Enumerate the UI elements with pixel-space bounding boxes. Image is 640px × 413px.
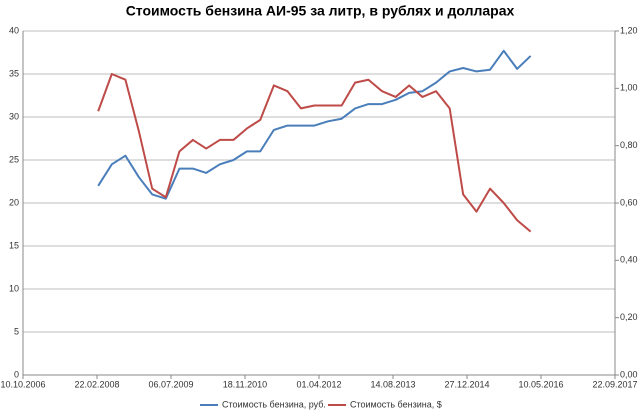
y2-tick-label: 0,60 bbox=[620, 197, 638, 207]
y2-tick-label: 0,20 bbox=[620, 312, 638, 322]
chart-title: Стоимость бензина АИ-95 за литр, в рубля… bbox=[126, 3, 515, 19]
y-tick-label: 40 bbox=[9, 25, 19, 35]
y2-tick-label: 1,00 bbox=[620, 83, 638, 93]
y-tick-label: 20 bbox=[9, 197, 19, 207]
y-tick-label: 25 bbox=[9, 154, 19, 164]
legend-label: Стоимость бензина, руб. bbox=[222, 399, 326, 409]
y-tick-label: 10 bbox=[9, 283, 19, 293]
y2-tick-label: 0,80 bbox=[620, 140, 638, 150]
x-tick-label: 22.02.2008 bbox=[74, 379, 119, 389]
data-line bbox=[97, 49, 532, 200]
x-tick-label: 10.05.2016 bbox=[518, 379, 563, 389]
y-tick-label: 0 bbox=[14, 369, 19, 379]
x-tick-label: 10.10.2006 bbox=[0, 379, 45, 389]
data-line bbox=[97, 73, 532, 233]
y2-tick-label: 0,00 bbox=[620, 369, 638, 379]
y-tick-label: 15 bbox=[9, 240, 19, 250]
x-tick-label: 27.12.2014 bbox=[444, 379, 489, 389]
y-tick-label: 5 bbox=[14, 326, 19, 336]
x-tick-label: 22.09.2017 bbox=[592, 379, 637, 389]
x-tick-label: 14.08.2013 bbox=[370, 379, 415, 389]
y2-tick-label: 1,20 bbox=[620, 25, 638, 35]
y-tick-label: 30 bbox=[9, 111, 19, 121]
y2-tick-label: 0,40 bbox=[620, 255, 638, 265]
y-tick-label: 35 bbox=[9, 68, 19, 78]
legend-label: Стоимость бензина, $ bbox=[350, 399, 442, 409]
x-tick-label: 01.04.2012 bbox=[296, 379, 341, 389]
x-tick-label: 18.11.2010 bbox=[223, 379, 267, 389]
x-tick-label: 06.07.2009 bbox=[148, 379, 193, 389]
